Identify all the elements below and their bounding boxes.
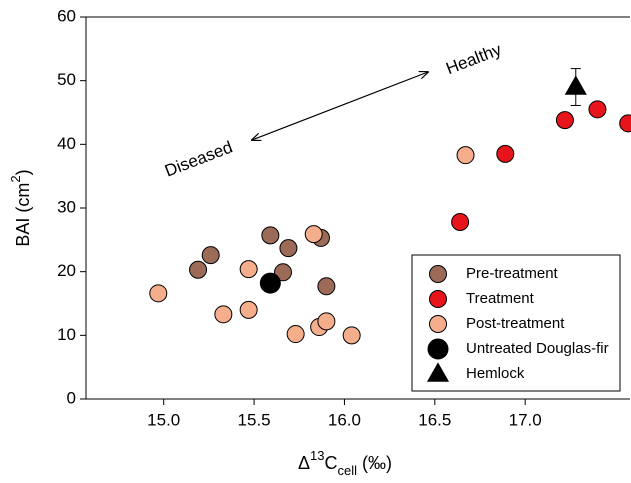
point [456, 146, 475, 165]
point [189, 260, 208, 279]
point [317, 312, 336, 331]
legend-marker [426, 362, 450, 382]
x-label-part: Δ [298, 453, 310, 473]
y-tick-label: 40 [57, 134, 76, 153]
y-tick-label: 30 [57, 197, 76, 216]
point [279, 239, 298, 258]
legend-label: Hemlock [466, 365, 525, 382]
y-tick-label: 10 [57, 325, 76, 344]
legend-marker [427, 338, 449, 360]
point [317, 277, 336, 296]
legend-item: Untreated Douglas-fir [427, 338, 609, 360]
legend-marker [429, 265, 447, 283]
legend-label: Untreated Douglas-fir [466, 340, 609, 357]
point [342, 326, 361, 345]
x-label-part: 13 [310, 448, 324, 463]
annotation: Diseased [162, 137, 235, 180]
legend-label: Post-treatment [466, 315, 565, 332]
x-tick-label: 16.5 [418, 410, 451, 429]
point [619, 114, 631, 133]
x-axis-label: Δ13Ccell (‰) [298, 448, 392, 478]
x-tick-label: 16.0 [328, 410, 361, 429]
point [214, 305, 233, 324]
annotation: Healthy [443, 40, 504, 79]
point [588, 100, 607, 119]
x-label-part: C [324, 453, 337, 473]
legend-label: Treatment [466, 290, 535, 307]
x-label-part: (‰) [357, 453, 392, 473]
y-axis-label: BAI (cm2) [8, 169, 33, 246]
y-label-part: ) [13, 169, 33, 175]
legend-item: Hemlock [426, 362, 525, 382]
point [496, 144, 515, 163]
y-label-part: BAI (cm [13, 183, 33, 247]
y-tick-label: 60 [57, 6, 76, 25]
point [239, 300, 258, 319]
point [201, 246, 220, 265]
point [261, 226, 280, 245]
y-tick-label: 50 [57, 70, 76, 89]
point [564, 75, 587, 95]
legend-label: Pre-treatment [466, 265, 559, 282]
y-label-part: 2 [8, 175, 23, 182]
legend-marker [429, 290, 447, 308]
x-tick-label: 15.0 [147, 410, 180, 429]
x-tick-label: 17.0 [509, 410, 542, 429]
y-tick-label: 0 [67, 388, 76, 407]
x-label-part: cell [337, 463, 357, 478]
point [239, 260, 258, 279]
y-tick-label: 20 [57, 261, 76, 280]
point [555, 111, 574, 130]
point [286, 325, 305, 344]
x-tick-label: 15.5 [238, 410, 271, 429]
markers [149, 68, 631, 345]
legend-item: Pre-treatment [429, 265, 559, 283]
legend-item: Post-treatment [429, 315, 565, 333]
point [451, 213, 470, 232]
point [273, 263, 292, 282]
point [259, 272, 281, 294]
point [304, 225, 323, 244]
point [149, 284, 168, 303]
legend-item: Treatment [429, 290, 535, 308]
annotation-arrow [252, 72, 428, 140]
legend-marker [429, 315, 447, 333]
